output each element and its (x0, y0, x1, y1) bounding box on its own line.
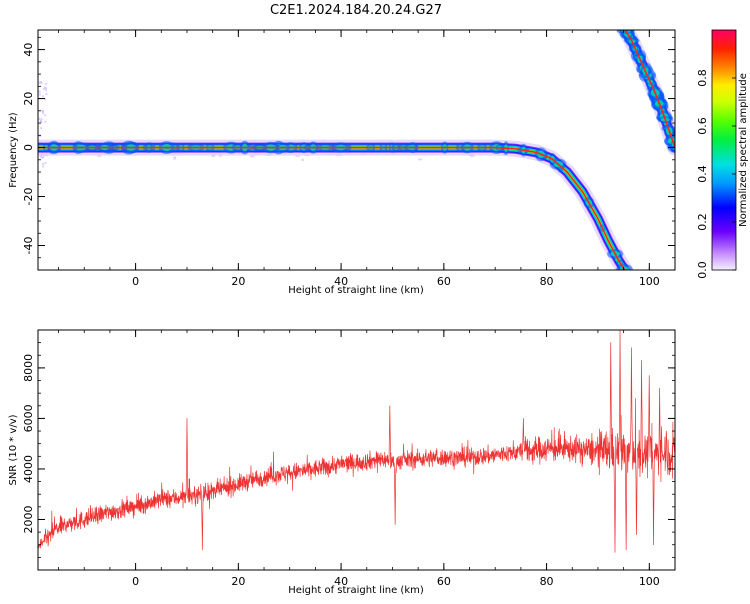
spectrogram-data (38, 30, 675, 270)
spectral-speck (38, 81, 41, 84)
colorbar-tick-label: 0.2 (696, 213, 709, 231)
y-tick-label: 6000 (22, 404, 35, 432)
ridge-blob-core (622, 30, 625, 31)
y-tick-label: -20 (22, 188, 35, 206)
spectrogram-frame (37, 29, 676, 271)
spectral-speck (39, 134, 42, 137)
x-tick-label: 0 (132, 575, 139, 588)
spectral-speck (44, 89, 47, 92)
spectral-speck (41, 95, 44, 98)
y-tick-label: 8000 (22, 354, 35, 382)
spectral-speck (38, 117, 41, 120)
spectral-speck (43, 86, 46, 89)
spectral-speck (295, 155, 300, 157)
x-tick-label: 100 (639, 275, 660, 288)
spectral-speck (173, 156, 177, 160)
spectral-speck (38, 93, 41, 96)
snr-data (38, 330, 675, 553)
colorbar-tick-label: 0.4 (696, 165, 709, 183)
ridge-1-core (624, 30, 675, 148)
spectral-speck (40, 127, 43, 130)
spectrogram-x-axis-label: Height of straight line (km) (288, 285, 424, 296)
x-tick-label: 60 (437, 575, 451, 588)
y-tick-label: 2000 (22, 505, 35, 533)
spectral-speck (42, 112, 45, 115)
x-tick-label: 80 (540, 575, 554, 588)
spectral-speck (44, 114, 47, 117)
spectral-speck (38, 90, 41, 93)
spectral-speck (44, 162, 47, 165)
y-tick-label: 0 (22, 144, 35, 151)
spectral-speck (97, 155, 102, 157)
x-tick-label: 60 (437, 275, 451, 288)
x-tick-label: 20 (231, 575, 245, 588)
x-tick-label: 40 (334, 575, 348, 588)
spectral-speck (45, 87, 48, 90)
snr-ticks: 0 20 40 60 80 100 2000 4000 6000 8000 (22, 329, 676, 588)
x-tick-label: 0 (132, 275, 139, 288)
spectrogram-y-axis-label: Frequency (Hz) (8, 112, 19, 188)
y-tick-label: 40 (22, 43, 35, 57)
snr-frame (37, 329, 676, 571)
figure-title: C2E1.2024.184.20.24.G27 (270, 3, 442, 18)
spectral-speck (40, 117, 43, 120)
spectral-speck (44, 98, 47, 101)
colorbar-gradient (711, 29, 737, 271)
colorbar-tick-label: 0.8 (696, 69, 709, 87)
spectral-speck (45, 92, 48, 95)
spectral-speck (40, 120, 43, 123)
spectral-speck (44, 83, 47, 86)
y-tick-label: -40 (22, 237, 35, 255)
colorbar-label: Normalized spectral amplitude (738, 73, 749, 227)
spectral-speck (301, 158, 304, 162)
spectral-speck (40, 81, 43, 84)
spectrogram-panel: 0 20 40 60 80 100 -40 -20 0 20 40 Height of straig… (8, 29, 676, 296)
x-tick-label: 40 (334, 275, 348, 288)
x-tick-label: 80 (540, 275, 554, 288)
spectral-speck (41, 163, 44, 166)
y-tick-label: 20 (22, 92, 35, 106)
spectral-speck (41, 157, 44, 160)
spectral-speck (40, 155, 45, 158)
snr-y-axis-label: SNR (10 * v/v) (8, 414, 19, 485)
colorbar-tick-label: 0.0 (696, 261, 709, 279)
snr-panel: 0 20 40 60 80 100 2000 4000 6000 8000 Height of s… (8, 329, 676, 596)
snr-x-axis-label: Height of straight line (km) (288, 585, 424, 596)
x-tick-label: 100 (639, 575, 660, 588)
spectral-speck (417, 158, 423, 161)
spectral-speck (250, 155, 255, 158)
x-tick-label: 20 (231, 275, 245, 288)
ridge-blob (617, 30, 631, 33)
spectral-speck (44, 120, 47, 123)
ridge-0-core (38, 146, 626, 270)
y-tick-label: 4000 (22, 455, 35, 483)
spectral-speck (42, 87, 45, 90)
spectral-speck (42, 165, 45, 168)
colorbar-ticks: 0.0 0.2 0.4 0.6 0.8 (696, 69, 736, 279)
spectral-speck (41, 109, 44, 112)
colorbar-tick-label: 0.6 (696, 117, 709, 135)
snr-series-line (38, 330, 675, 553)
spectrogram-ticks: 0 20 40 60 80 100 -40 -20 0 20 40 (22, 30, 676, 288)
colorbar: 0.0 0.2 0.4 0.6 0.8 Normalized spectral ampl… (696, 29, 749, 279)
